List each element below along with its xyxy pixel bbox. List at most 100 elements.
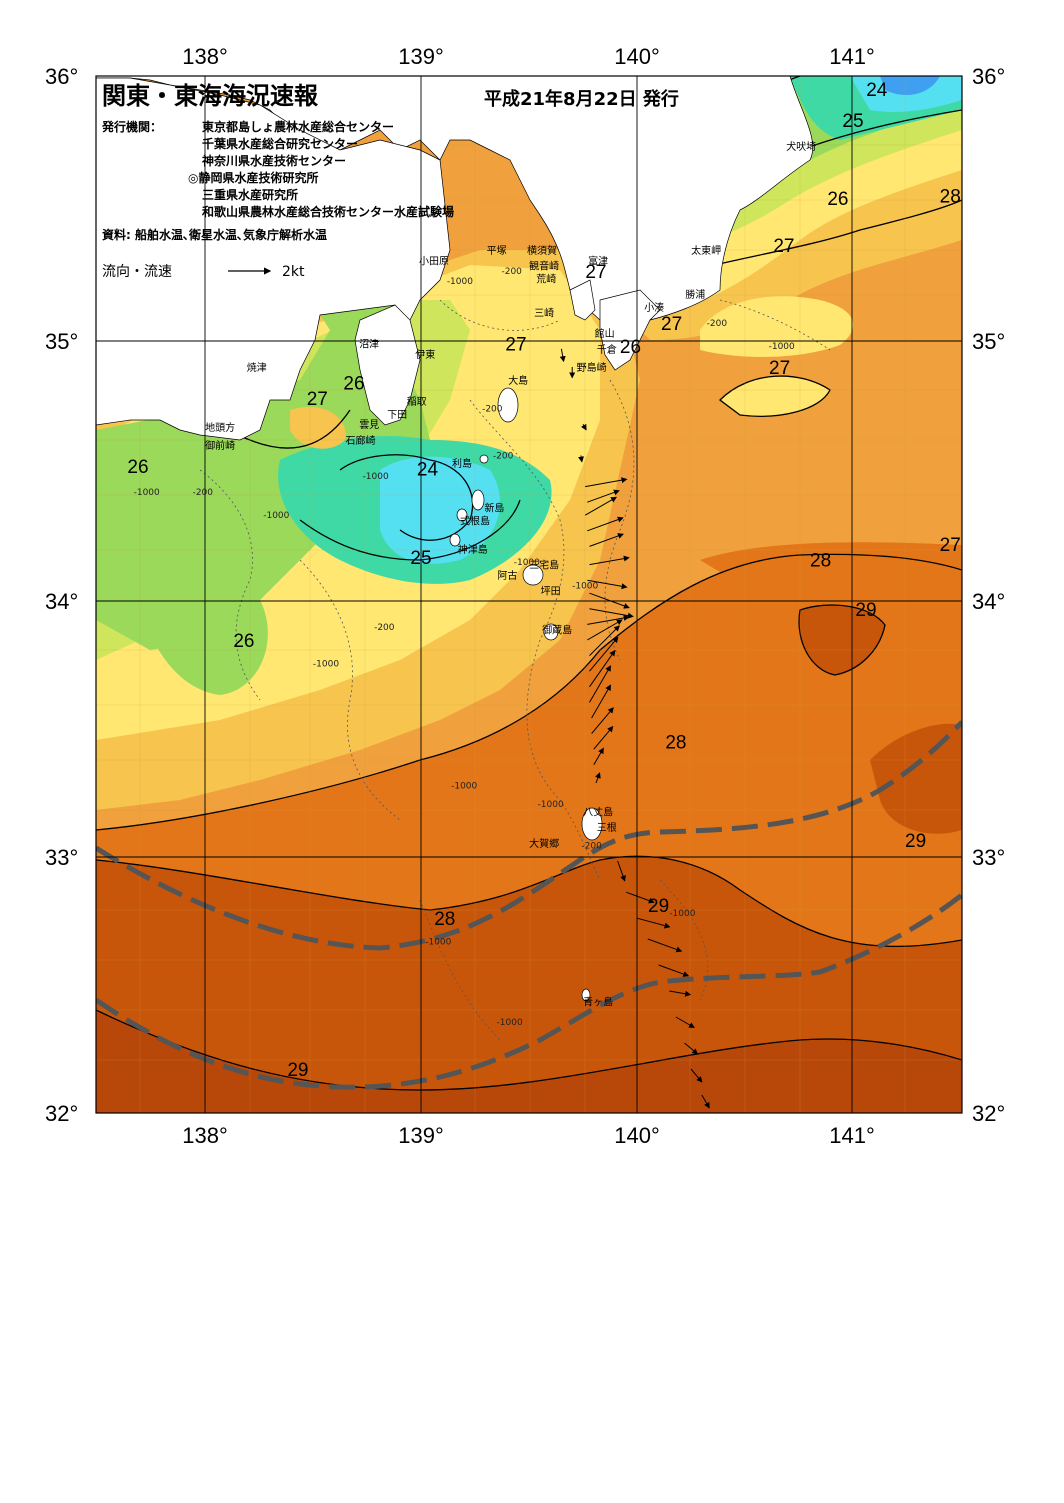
current-vector-arrow xyxy=(589,592,630,609)
place-label: 観音崎 xyxy=(529,260,559,273)
place-label: 地頭方 xyxy=(205,421,235,434)
publisher: 和歌山県農林水産総合技術センター水産試験場 xyxy=(201,204,454,219)
current-vector-arrow xyxy=(587,619,623,641)
current-vector-arrow xyxy=(591,684,612,719)
isotherm-label: 28 xyxy=(434,909,455,930)
depth-label: -1000 xyxy=(451,782,477,792)
lon-labels-bottom: 138° 139° 140° 141° xyxy=(182,1123,875,1148)
depth-label: -1000 xyxy=(425,938,451,948)
current-vector-arrow xyxy=(591,707,614,734)
lon-label: 140° xyxy=(614,44,660,69)
isotherm-label: 26 xyxy=(233,631,254,652)
place-label: 犬吠埼 xyxy=(786,140,816,153)
publisher: 千葉県水産総合研究センター xyxy=(202,136,358,151)
publisher-label: 発行機関： xyxy=(101,119,162,134)
depth-label: -1000 xyxy=(514,558,540,568)
data-source: 資料: 船舶水温､衛星水温､気象庁解析水温 xyxy=(102,227,327,242)
publisher: 東京都島しょ農林水産総合センター xyxy=(202,119,394,134)
lat-labels-left: 36° 35° 34° 33° 32° xyxy=(45,64,78,1126)
current-vector-arrow xyxy=(658,964,690,977)
isotherm-label: 28 xyxy=(665,732,686,753)
lat-label: 35° xyxy=(972,329,1005,354)
current-vector-arrow xyxy=(587,489,620,503)
lat-label: 34° xyxy=(45,589,78,614)
lon-label: 141° xyxy=(829,44,875,69)
depth-label: -200 xyxy=(374,623,395,633)
map-title: 関東・東海海況速報 xyxy=(102,82,319,110)
current-vector-arrow xyxy=(589,665,611,703)
place-label: 沼津 xyxy=(359,338,379,351)
place-label: 平塚 xyxy=(487,245,507,257)
current-vector-arrow xyxy=(589,533,624,547)
current-vector-arrow xyxy=(578,455,584,463)
place-label: 三根 xyxy=(597,821,617,834)
isotherm-label: 27 xyxy=(773,236,794,257)
place-label: 大賀郷 xyxy=(529,837,559,850)
place-label: 青ヶ島 xyxy=(583,995,613,1008)
current-vector-arrow xyxy=(589,555,630,566)
map-frame xyxy=(95,75,963,1114)
isotherm-label: 27 xyxy=(661,314,682,335)
current-vector-arrow xyxy=(647,938,683,953)
current-vector-arrow xyxy=(584,496,617,516)
place-label: 下田 xyxy=(387,410,407,421)
current-vector-arrow xyxy=(587,516,624,532)
depth-label: -1000 xyxy=(572,581,598,591)
lon-label: 141° xyxy=(829,1123,875,1148)
isotherm-label: 29 xyxy=(287,1060,308,1081)
header: 関東・東海海況速報 平成21年8月22日 発行 発行機関： 東京都島しょ農林水産… xyxy=(101,82,679,280)
place-label: 焼津 xyxy=(247,362,267,374)
place-label: 稲取 xyxy=(407,396,427,408)
depth-label: -200 xyxy=(581,841,602,851)
depth-label: -200 xyxy=(501,267,522,277)
lat-label: 33° xyxy=(972,845,1005,870)
depth-label: -1000 xyxy=(497,1018,523,1028)
depth-label: -200 xyxy=(193,488,214,498)
lat-labels-right: 36° 35° 34° 33° 32° xyxy=(972,64,1005,1126)
place-label: 小湊 xyxy=(644,301,664,314)
place-label: 小田原 xyxy=(419,255,449,267)
current-vector-arrow xyxy=(589,649,616,688)
current-vector-arrow xyxy=(669,990,692,997)
lat-label: 32° xyxy=(972,1101,1005,1126)
land xyxy=(96,76,814,1002)
current-vector-arrow xyxy=(587,579,628,590)
kuroshio-path xyxy=(96,720,962,1090)
current-vector-arrow xyxy=(701,1094,710,1109)
current-vector-arrow xyxy=(593,725,614,750)
isotherm-label: 25 xyxy=(842,111,863,132)
current-vector-arrow xyxy=(684,1042,699,1055)
temperature-field xyxy=(96,76,962,1113)
place-label: 石廊崎 xyxy=(346,434,376,447)
depth-labels: -1000 -200 -1000 -200 -200 -200 -1000 -1000 -100… xyxy=(134,267,795,1028)
place-label: 利島 xyxy=(452,457,472,470)
current-vector-arrow xyxy=(589,636,619,672)
place-label: 大島 xyxy=(508,374,528,387)
depth-label: -1000 xyxy=(363,472,389,482)
lat-label: 32° xyxy=(45,1101,78,1126)
depth-label: -200 xyxy=(482,405,503,415)
current-vector-arrow xyxy=(587,615,630,625)
place-label: 三宅島 xyxy=(529,559,559,572)
place-label: 神津島 xyxy=(458,543,488,556)
isotherm-label: 26 xyxy=(127,457,148,478)
isotherm-label: 25 xyxy=(410,548,431,569)
publisher: 三重県水産研究所 xyxy=(202,187,298,202)
isotherm-label: 27 xyxy=(505,335,526,356)
isotherm-label: 27 xyxy=(769,358,790,379)
place-label: 荒崎 xyxy=(536,273,556,286)
place-label: 横須賀 xyxy=(527,244,557,257)
place-label: 富津 xyxy=(588,254,608,267)
isotherm-label: 27 xyxy=(940,535,961,556)
lon-label: 139° xyxy=(398,1123,444,1148)
current-vector-arrow xyxy=(595,772,601,784)
isotherm-label: 27 xyxy=(307,389,328,410)
place-label: 御蔵島 xyxy=(542,624,572,637)
isotherm-label: 24 xyxy=(417,459,439,480)
current-vector-arrow xyxy=(626,891,655,904)
isotherm-label: 29 xyxy=(648,896,669,917)
depth-label: -1000 xyxy=(538,800,564,810)
isotherm-label: 28 xyxy=(810,550,831,571)
current-vector-arrow xyxy=(690,1068,703,1083)
lat-label: 36° xyxy=(972,64,1005,89)
